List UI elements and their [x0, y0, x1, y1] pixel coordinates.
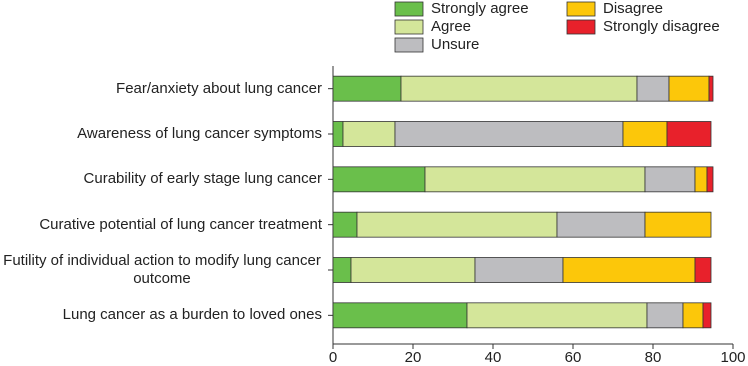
bar-segment [682, 302, 704, 329]
bar-segment [466, 302, 648, 329]
category-text: Awareness of lung cancer symptoms [77, 125, 322, 142]
bar-segment [702, 302, 712, 329]
bar-segment [350, 257, 476, 283]
bar-segment [646, 302, 684, 329]
category-label: Fear/anxiety about lung cancer [2, 69, 322, 109]
legend-swatch [394, 37, 424, 53]
legend-swatch [566, 1, 596, 17]
bar-segment [332, 166, 426, 193]
x-tick-label: 20 [405, 349, 422, 366]
bar-segment [666, 121, 712, 147]
x-tick-label: 80 [645, 349, 662, 366]
legend-swatch [566, 19, 596, 35]
bar-segment [332, 302, 468, 329]
bar-segment [644, 166, 696, 193]
legend-label: Strongly disagree [603, 18, 720, 35]
bar-segment [332, 121, 344, 147]
category-label: Curability of early stage lung cancer [2, 159, 322, 199]
x-tick-label: 100 [720, 349, 745, 366]
bar-segment [332, 211, 358, 238]
category-text: Curative potential of lung cancer treatm… [39, 215, 322, 233]
category-label: Futility of individual action to modify … [2, 250, 322, 290]
bar-segment [706, 166, 714, 193]
x-tick-label: 40 [485, 349, 502, 366]
legend-label: Strongly agree [431, 0, 529, 17]
category-label: Curative potential of lung cancer treatm… [2, 205, 322, 245]
bar-segment [332, 75, 402, 102]
bar-segment [356, 211, 558, 238]
bar-segment [394, 121, 624, 147]
legend-label: Agree [431, 18, 471, 35]
bar-segment [694, 257, 712, 283]
x-tick-label: 0 [329, 349, 337, 366]
category-label: Lung cancer as a burden to loved ones [2, 295, 322, 335]
bar-segment [474, 257, 564, 283]
legend-label: Unsure [431, 36, 479, 53]
bar-segment [694, 166, 708, 193]
legend-swatch [394, 19, 424, 35]
bar-segment [556, 211, 646, 238]
category-text: Lung cancer as a burden to loved ones [62, 306, 322, 324]
bar-segment [644, 211, 712, 238]
bar-segment [708, 75, 714, 102]
category-text: Curability of early stage lung cancer [83, 170, 322, 188]
category-text: Futility of individual action to modify … [3, 252, 321, 287]
legend-swatch [394, 1, 424, 17]
bar-segment [400, 75, 638, 102]
bar-segment [636, 75, 670, 102]
legend-label: Disagree [603, 0, 663, 17]
bar-segment [562, 257, 696, 283]
bar-segment [332, 257, 352, 283]
x-tick-label: 60 [565, 349, 582, 366]
bar-segment [424, 166, 646, 193]
bar-segment [622, 121, 668, 147]
category-label: Awareness of lung cancer symptoms [2, 114, 322, 154]
category-text: Fear/anxiety about lung cancer [116, 79, 322, 97]
bar-segment [668, 75, 710, 102]
bar-segment [342, 121, 396, 147]
